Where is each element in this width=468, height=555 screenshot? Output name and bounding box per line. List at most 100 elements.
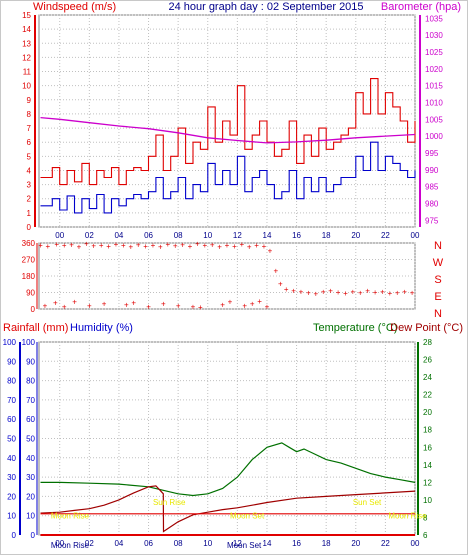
direction-point: + <box>350 288 355 297</box>
direction-point: + <box>274 267 279 276</box>
temp-y-tick: 6 <box>423 531 428 540</box>
direction-point: + <box>228 298 233 307</box>
direction-point: + <box>124 300 129 309</box>
wind-y-tick: 10 <box>22 82 31 91</box>
direction-point: + <box>299 288 304 297</box>
humidity-y-tick: 30 <box>26 473 35 482</box>
direction-point: + <box>53 299 58 308</box>
humidity-y-tick: 40 <box>26 454 35 463</box>
direction-point: + <box>146 302 151 311</box>
direction-point: + <box>380 288 385 297</box>
humidity-label: Humidity (%) <box>70 322 133 334</box>
annotation-label: Sun Set <box>353 498 382 507</box>
wind-y-tick: 5 <box>27 152 32 161</box>
baro-y-tick: 980 <box>425 199 439 208</box>
rain-y-tick: 100 <box>3 338 17 347</box>
wind-x-tick: 12 <box>233 231 242 240</box>
direction-point: + <box>365 287 370 296</box>
direction-point: + <box>91 242 96 251</box>
direction-point: + <box>328 287 333 296</box>
wind-x-tick: 04 <box>114 231 123 240</box>
rain-y-tick: 0 <box>12 531 17 540</box>
series-line-dew <box>40 485 416 533</box>
direction-point: + <box>284 285 289 294</box>
wind-y-tick: 4 <box>27 166 32 175</box>
temp-x-tick: 16 <box>292 539 301 548</box>
direction-point: + <box>106 242 111 251</box>
humidity-y-tick: 90 <box>26 357 35 366</box>
direction-point: + <box>84 239 89 248</box>
wind-y-tick: 13 <box>22 39 31 48</box>
direction-point: + <box>410 289 415 298</box>
rain-y-tick: 10 <box>7 512 16 521</box>
wind-x-tick: 06 <box>144 231 153 240</box>
direction-point: + <box>262 242 267 251</box>
direction-point: + <box>210 240 215 249</box>
direction-point: + <box>195 240 200 249</box>
direction-point: + <box>77 243 82 252</box>
direction-point: + <box>402 288 407 297</box>
rainfall-label: Rainfall (mm) <box>3 322 68 334</box>
direction-point: + <box>151 241 156 250</box>
direction-point: + <box>265 302 270 311</box>
direction-point: + <box>62 241 67 250</box>
direction-point: + <box>313 289 318 298</box>
baro-y-tick: 975 <box>425 216 439 225</box>
direction-point: + <box>250 300 255 309</box>
direction-point: + <box>336 288 341 297</box>
temp-x-tick: 04 <box>114 539 123 548</box>
baro-y-tick: 1030 <box>425 31 443 40</box>
compass-label: W <box>433 257 444 269</box>
direction-point: + <box>198 303 203 312</box>
humidity-y-tick: 60 <box>26 415 35 424</box>
direction-point: + <box>102 300 107 309</box>
wind-x-tick: 00 <box>411 231 420 240</box>
direction-y-tick: 0 <box>31 305 36 314</box>
direction-point: + <box>165 240 170 249</box>
direction-point: + <box>395 289 400 298</box>
baro-y-tick: 1000 <box>425 132 443 141</box>
annotation-label: Moon Rise <box>388 512 427 521</box>
temp-x-tick: 00 <box>55 539 64 548</box>
direction-point: + <box>387 289 392 298</box>
direction-point: + <box>291 287 296 296</box>
direction-point: + <box>358 289 363 298</box>
temp-plot-frame <box>38 341 416 536</box>
direction-point: + <box>202 241 207 250</box>
wind-x-tick: 16 <box>292 231 301 240</box>
rain-y-tick: 60 <box>7 415 16 424</box>
direction-point: + <box>131 299 136 308</box>
temp-x-tick: 14 <box>263 539 272 548</box>
wind-y-tick: 2 <box>27 195 32 204</box>
direction-point: + <box>46 242 51 251</box>
direction-point: + <box>43 301 48 310</box>
direction-point: + <box>239 240 244 249</box>
direction-point: + <box>268 246 273 255</box>
wind-x-tick: 20 <box>351 231 360 240</box>
direction-point: + <box>225 241 230 250</box>
direction-point: + <box>343 289 348 298</box>
direction-point: + <box>247 242 252 251</box>
dewpoint-label: Dew Point (°C) <box>390 322 463 334</box>
direction-point: + <box>220 300 225 309</box>
direction-point: + <box>232 242 237 251</box>
baro-y-tick: 990 <box>425 166 439 175</box>
wind-x-tick: 02 <box>85 231 94 240</box>
baro-y-tick: 1015 <box>425 82 443 91</box>
wind-x-tick: 18 <box>322 231 331 240</box>
temp-x-tick: 02 <box>85 539 94 548</box>
temp-y-tick: 14 <box>423 461 432 470</box>
direction-point: + <box>278 279 283 288</box>
direction-point: + <box>69 240 74 249</box>
baro-y-tick: 995 <box>425 149 439 158</box>
temp-x-tick: 22 <box>381 539 390 548</box>
rain-y-tick: 30 <box>7 473 16 482</box>
direction-point: + <box>38 241 43 250</box>
baro-y-tick: 1005 <box>425 115 443 124</box>
direction-y-tick: 360 <box>22 239 36 248</box>
chart-title: 24 hour graph day : 02 September 2015 <box>168 1 363 13</box>
direction-point: + <box>128 243 133 252</box>
